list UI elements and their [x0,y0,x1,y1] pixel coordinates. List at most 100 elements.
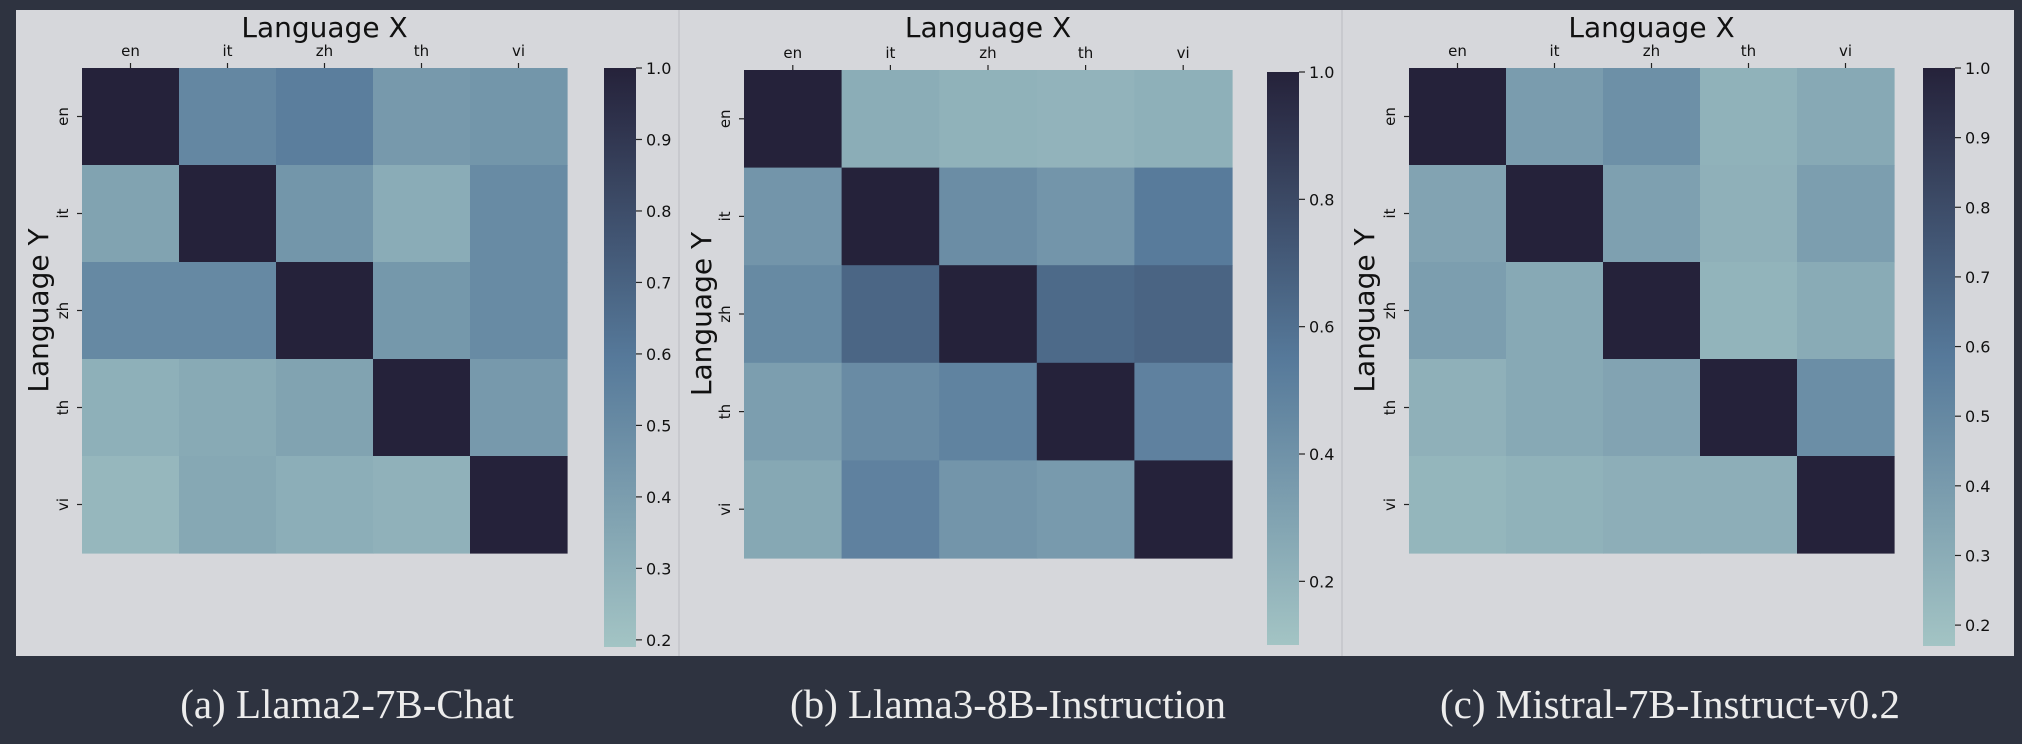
caption-a: (a) Llama2-7B-Chat [180,681,514,727]
x-tick-label: th [1741,42,1756,60]
x-axis-label: Language X [1568,11,1734,44]
heatmap-cell [841,362,940,461]
colorbar-tick-label: 0.9 [646,130,671,149]
heatmap-cell [1700,262,1798,360]
x-tick-label: vi [1177,44,1190,62]
heatmap-cell [1700,165,1798,263]
x-tick-label: vi [512,42,525,60]
colorbar-tick-label: 0.3 [646,559,671,578]
y-tick-label: vi [54,498,72,511]
heatmap-cell [179,165,277,263]
heatmap-cell [1797,68,1895,166]
heatmap-cell [841,167,940,266]
x-tick-label: it [1549,42,1559,60]
heatmap-cell [276,68,374,166]
heatmap-cell [470,456,568,554]
colorbar-tick-label: 0.5 [646,416,671,435]
heatmap-cell [1134,362,1233,461]
colorbar-tick-label: 0.7 [1965,268,1990,287]
heatmap-cell [179,68,277,166]
heatmap-cell [470,165,568,263]
heatmap-cell [1700,68,1798,166]
colorbar-tick-label: 1.0 [646,59,671,78]
heatmap-cell [1409,262,1507,360]
heatmap-cell [1409,456,1507,554]
heatmap-cell [1603,456,1701,554]
colorbar-tick-label: 0.3 [1965,546,1990,565]
heatmap-cell [744,265,843,364]
heatmap-cell [1036,460,1135,559]
x-tick-label: zh [316,42,333,60]
heatmap-cell [470,359,568,457]
heatmap-cell [1797,456,1895,554]
colorbar-tick-label: 0.4 [646,488,671,507]
heatmap-cell [1506,456,1604,554]
heatmap-cell [1700,456,1798,554]
heatmap-cell [276,262,374,360]
x-tick-label: zh [1643,42,1660,60]
heatmap-cell [82,165,180,263]
x-tick-label: en [783,44,802,62]
heatmap-cell [1506,262,1604,360]
colorbar-tick-label: 0.2 [1965,616,1990,635]
y-tick-label: zh [54,302,72,319]
heatmap-panel-1: Language X Language Y en it zh th vi en it zh th vi… [678,10,1334,656]
x-tick-label: en [121,42,140,60]
heatmap-cell [939,265,1038,364]
y-tick-label: en [1381,107,1399,126]
y-tick-label: it [54,208,72,218]
heatmap-cell [1603,68,1701,166]
heatmap-cell [82,262,180,360]
y-axis-label: Language Y [1348,228,1381,393]
heatmap-cell [373,359,471,457]
y-tick-label: th [716,404,734,419]
y-tick-label: it [716,211,734,221]
colorbar-tick-label: 0.4 [1309,445,1334,464]
heatmap-cell [1506,165,1604,263]
colorbar-tick-label: 0.4 [1965,477,1990,496]
heatmap-panels: Language X Language Y en it zh th vi en it zh th vi… [22,10,1990,656]
heatmap-cell [744,70,843,169]
heatmap-cell [841,460,940,559]
colorbar-tick-label: 1.0 [1309,63,1334,82]
y-tick-label: en [54,107,72,126]
heatmap-cell [1134,70,1233,169]
colorbar-tick-label: 0.8 [646,202,671,221]
heatmap-cell [276,165,374,263]
heatmap-cell [373,165,471,263]
heatmap-cell [373,68,471,166]
colorbar-tick-label: 0.2 [1309,572,1334,591]
heatmap-cell [276,456,374,554]
colorbar [1267,72,1299,645]
y-tick-label: en [716,109,734,128]
colorbar-tick-label: 0.2 [646,631,671,650]
heatmap-cell [841,265,940,364]
x-tick-label: it [885,44,895,62]
colorbar-tick-label: 0.5 [1965,407,1990,426]
heatmap-cell [1409,165,1507,263]
colorbar [1923,68,1955,646]
heatmap-cell [373,262,471,360]
x-tick-label: th [1078,44,1093,62]
heatmap-cell [1134,265,1233,364]
heatmap-cell [744,460,843,559]
heatmap-cell [82,68,180,166]
colorbar-tick-label: 0.8 [1965,198,1990,217]
heatmap-cell [744,167,843,266]
heatmap-cell [1797,262,1895,360]
heatmap-cell [939,362,1038,461]
heatmap-panel-0: Language X Language Y en it zh th vi en it zh th vi… [22,11,671,650]
heatmap-cell [1036,265,1135,364]
caption-c: (c) Mistral-7B-Instruct-v0.2 [1440,681,1900,727]
heatmap-cell [1134,167,1233,266]
heatmap-cell [939,167,1038,266]
heatmap-cell [939,70,1038,169]
y-tick-label: vi [1381,498,1399,511]
colorbar-tick-label: 0.8 [1309,190,1334,209]
heatmap-cell [1603,165,1701,263]
colorbar-tick-label: 0.6 [646,345,671,364]
y-tick-label: zh [716,305,734,322]
heatmap-cell [1134,460,1233,559]
y-tick-label: it [1381,208,1399,218]
heatmap-cell [82,359,180,457]
